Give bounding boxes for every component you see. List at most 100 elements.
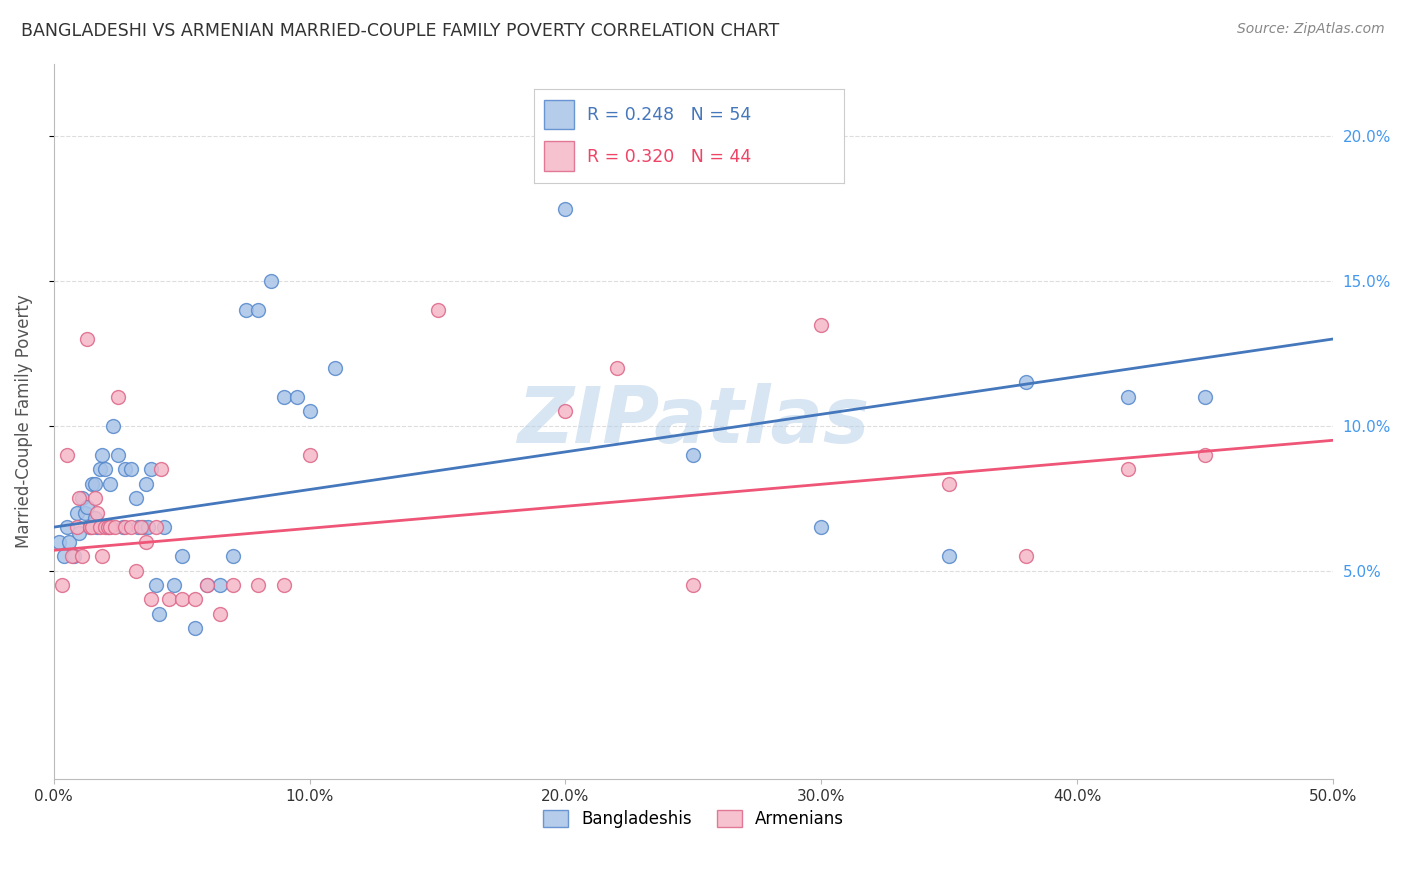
Bangladeshis [285,390,308,404]
Bangladeshis [89,462,111,476]
Armenians [86,506,108,520]
Bangladeshis [82,476,104,491]
Armenians [129,520,152,534]
Armenians [120,520,142,534]
Armenians [183,592,205,607]
Armenians [606,360,628,375]
Bangladeshis [209,578,232,592]
Bangladeshis [70,491,93,506]
Armenians [107,390,129,404]
Armenians [145,520,167,534]
Armenians [79,520,101,534]
Bangladeshis [195,578,218,592]
Bangladeshis [66,506,89,520]
Bangladeshis [1194,390,1216,404]
Bangladeshis [148,607,170,621]
Armenians [91,549,114,563]
Armenians [55,448,77,462]
Bangladeshis [260,274,283,288]
Bangladeshis [96,520,118,534]
Bangladeshis [247,303,270,318]
Armenians [150,462,173,476]
Bangladeshis [139,462,162,476]
Armenians [82,520,104,534]
Armenians [89,520,111,534]
Bangladeshis [53,549,76,563]
Bangladeshis [63,549,86,563]
Armenians [426,303,449,318]
Armenians [938,476,960,491]
Bangladeshis [323,360,346,375]
Armenians [273,578,295,592]
Text: ZIPatlas: ZIPatlas [517,384,869,459]
Bangladeshis [76,500,98,514]
Armenians [810,318,832,332]
Bangladeshis [83,511,105,525]
Text: R = 0.320   N = 44: R = 0.320 N = 44 [586,148,751,166]
Text: R = 0.248   N = 54: R = 0.248 N = 54 [586,106,751,124]
Armenians [139,592,162,607]
Bangladeshis [127,520,149,534]
Bangladeshis [83,476,105,491]
Bangladeshis [125,491,148,506]
Bangladeshis [58,534,80,549]
Bangladeshis [183,622,205,636]
Armenians [195,578,218,592]
Armenians [170,592,193,607]
Bangladeshis [938,549,960,563]
Text: BANGLADESHI VS ARMENIAN MARRIED-COUPLE FAMILY POVERTY CORRELATION CHART: BANGLADESHI VS ARMENIAN MARRIED-COUPLE F… [21,22,779,40]
Bangladeshis [682,448,704,462]
Armenians [96,520,118,534]
Armenians [94,520,117,534]
Armenians [1116,462,1139,476]
Bangladeshis [235,303,257,318]
Bangladeshis [48,534,70,549]
Bangladeshis [98,476,121,491]
Armenians [247,578,270,592]
FancyBboxPatch shape [544,100,575,129]
Armenians [51,578,73,592]
Armenians [98,520,121,534]
Legend: Bangladeshis, Armenians: Bangladeshis, Armenians [536,804,851,835]
Bangladeshis [120,462,142,476]
Armenians [67,491,90,506]
Armenians [222,578,245,592]
Bangladeshis [222,549,245,563]
Text: Source: ZipAtlas.com: Source: ZipAtlas.com [1237,22,1385,37]
Bangladeshis [163,578,186,592]
Armenians [125,564,148,578]
Bangladeshis [94,462,117,476]
Bangladeshis [273,390,295,404]
Armenians [76,332,98,346]
Bangladeshis [67,525,90,540]
Armenians [1194,448,1216,462]
Bangladeshis [135,476,157,491]
FancyBboxPatch shape [544,141,575,170]
Bangladeshis [55,520,77,534]
Bangladeshis [114,462,136,476]
Armenians [554,404,576,418]
Armenians [1015,549,1038,563]
Bangladeshis [91,448,114,462]
Bangladeshis [145,578,167,592]
Y-axis label: Married-Couple Family Poverty: Married-Couple Family Poverty [15,294,32,549]
Armenians [70,549,93,563]
Armenians [209,607,232,621]
Bangladeshis [810,520,832,534]
Bangladeshis [132,520,155,534]
Bangladeshis [73,506,96,520]
Armenians [114,520,136,534]
Bangladeshis [1015,376,1038,390]
Armenians [682,578,704,592]
Bangladeshis [79,520,101,534]
Armenians [157,592,180,607]
Bangladeshis [86,520,108,534]
Armenians [135,534,157,549]
Bangladeshis [138,520,160,534]
Armenians [60,549,83,563]
Bangladeshis [554,202,576,216]
Armenians [298,448,321,462]
Armenians [66,520,89,534]
Bangladeshis [298,404,321,418]
Bangladeshis [111,520,134,534]
